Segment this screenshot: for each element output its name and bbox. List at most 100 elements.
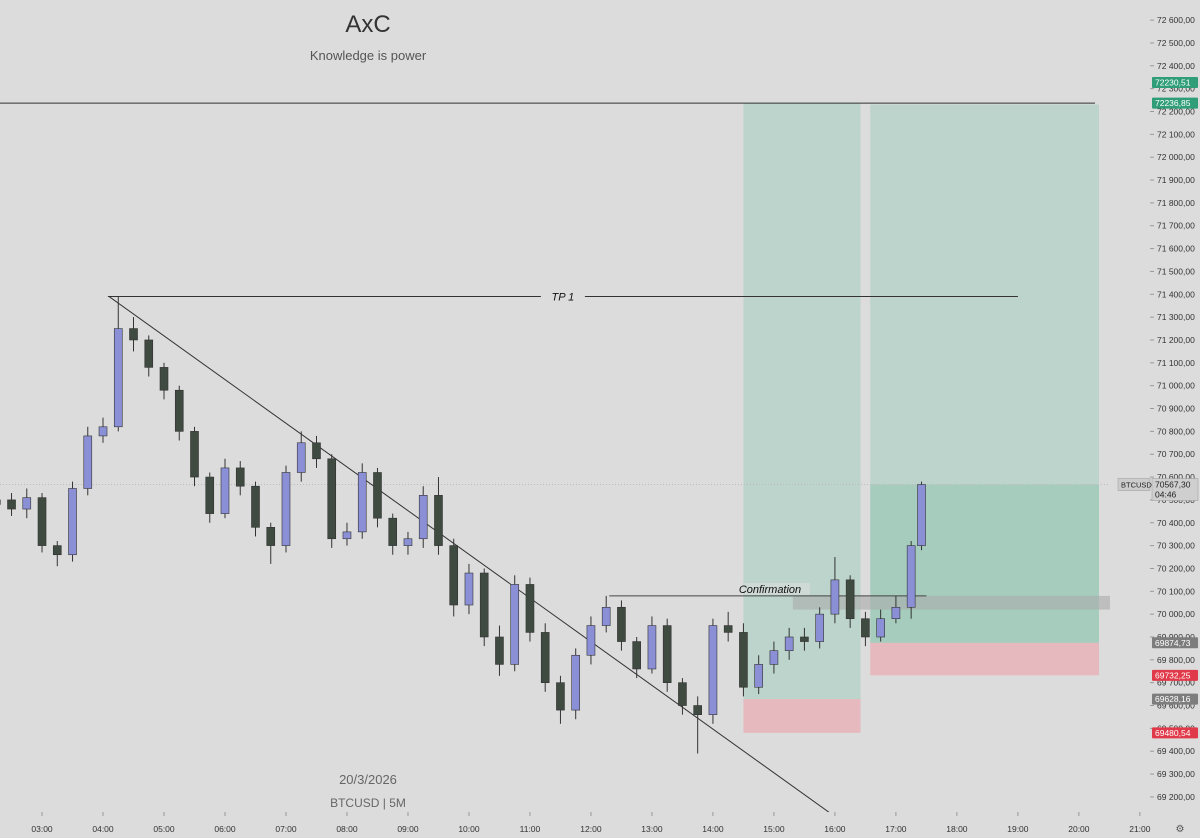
candle-body bbox=[617, 606, 626, 642]
price-tag-label: 69480,54 bbox=[1155, 728, 1191, 738]
x-tick-label: 04:00 bbox=[92, 824, 114, 834]
x-tick-label: 14:00 bbox=[702, 824, 724, 834]
y-tick-label: 71 500,00 bbox=[1157, 266, 1195, 276]
x-tick-label: 06:00 bbox=[214, 824, 236, 834]
candle-body bbox=[449, 545, 459, 606]
candle-body bbox=[205, 476, 215, 514]
target-zone bbox=[743, 103, 861, 700]
watermark: 20/3/2026 bbox=[339, 772, 397, 787]
candle-body bbox=[190, 431, 199, 478]
candle-body bbox=[418, 495, 428, 540]
y-tick-label: 71 800,00 bbox=[1157, 198, 1195, 208]
candle-body bbox=[357, 472, 367, 533]
candle-body bbox=[495, 636, 504, 665]
candle-body bbox=[815, 613, 824, 642]
y-tick-label: 71 000,00 bbox=[1157, 381, 1195, 391]
zone-band bbox=[792, 595, 1110, 610]
chart-title: AxC bbox=[345, 11, 390, 38]
label-bg bbox=[730, 582, 810, 595]
y-tick-label: 69 800,00 bbox=[1157, 655, 1195, 665]
candle-body bbox=[434, 495, 443, 546]
y-tick-label: 72 400,00 bbox=[1157, 61, 1195, 71]
y-tick-label: 71 700,00 bbox=[1157, 221, 1195, 231]
plot-area: TP 1 Confirmation bbox=[0, 102, 1110, 812]
x-tick-label: 19:00 bbox=[1007, 824, 1029, 834]
candle-body bbox=[723, 625, 733, 633]
candle-body bbox=[917, 484, 926, 546]
candle-body bbox=[52, 545, 62, 556]
candle-body bbox=[251, 485, 260, 528]
y-tick-label: 70 600,00 bbox=[1157, 472, 1195, 482]
candle-body bbox=[281, 472, 291, 546]
countdown-label: 04:46 bbox=[1155, 490, 1177, 500]
candle-body bbox=[678, 682, 687, 706]
y-tick-label: 70 400,00 bbox=[1157, 518, 1195, 528]
candle-body bbox=[83, 435, 93, 489]
price-tag bbox=[1152, 669, 1198, 681]
candle-body bbox=[632, 641, 641, 670]
candle-body bbox=[708, 625, 718, 715]
y-tick-label: 70 800,00 bbox=[1157, 426, 1195, 436]
y-tick-label: 72 300,00 bbox=[1157, 84, 1195, 94]
price-tag bbox=[1152, 727, 1198, 739]
y-tick-label: 70 700,00 bbox=[1157, 449, 1195, 459]
price-tag-label: 72230,51 bbox=[1155, 78, 1191, 88]
candle-body bbox=[571, 654, 581, 711]
tp-label: TP 1 bbox=[551, 292, 574, 304]
candle-body bbox=[464, 572, 474, 606]
candle-body bbox=[693, 705, 702, 715]
candle-body bbox=[403, 538, 413, 546]
price-tag bbox=[1152, 693, 1198, 705]
candle-body bbox=[327, 458, 337, 540]
price-tag-label: 69732,25 bbox=[1155, 670, 1191, 680]
candle-body bbox=[876, 618, 885, 638]
symbol-label: BTCUSD bbox=[1121, 481, 1152, 490]
candle-body bbox=[556, 682, 565, 711]
candle-body bbox=[144, 339, 154, 368]
x-tick-label: 18:00 bbox=[946, 824, 968, 834]
candle-body bbox=[388, 517, 398, 546]
price-tag bbox=[1152, 97, 1198, 109]
candle-body bbox=[235, 467, 245, 487]
price-tag-label: 69628,16 bbox=[1155, 694, 1191, 704]
candle-body bbox=[601, 606, 611, 626]
y-tick-label: 70 100,00 bbox=[1157, 586, 1195, 596]
current-price-tag bbox=[1151, 478, 1199, 501]
trend-line bbox=[108, 296, 830, 812]
x-tick-label: 09:00 bbox=[397, 824, 419, 834]
candle-body bbox=[129, 328, 138, 341]
candle-body bbox=[510, 584, 520, 665]
candle-body bbox=[113, 328, 123, 428]
y-tick-label: 71 100,00 bbox=[1157, 358, 1195, 368]
candle-body bbox=[845, 579, 855, 620]
current-price-label: 70567,30 bbox=[1155, 480, 1191, 490]
y-tick-label: 72 200,00 bbox=[1157, 106, 1195, 116]
y-tick-label: 71 400,00 bbox=[1157, 289, 1195, 299]
candle-body bbox=[525, 584, 535, 633]
y-tick-label: 69 300,00 bbox=[1157, 769, 1195, 779]
x-tick-label: 15:00 bbox=[763, 824, 785, 834]
x-tick-label: 05:00 bbox=[153, 824, 175, 834]
symbol-tag bbox=[1117, 478, 1151, 491]
x-tick-label: 11:00 bbox=[520, 824, 541, 834]
candle-body bbox=[800, 636, 809, 642]
y-tick-label: 69 200,00 bbox=[1157, 792, 1195, 802]
candle-body bbox=[7, 499, 16, 510]
subtitle: Knowledge is power bbox=[310, 48, 427, 63]
settings-icon[interactable]: ⚙ bbox=[1176, 824, 1185, 835]
candle-body bbox=[22, 497, 32, 510]
watermark: BTCUSD | 5M bbox=[330, 796, 406, 810]
candle-body bbox=[266, 527, 276, 546]
y-tick-label: 69 700,00 bbox=[1157, 678, 1195, 688]
y-tick-label: 70 900,00 bbox=[1157, 404, 1195, 414]
x-tick-label: 13:00 bbox=[641, 824, 663, 834]
candle-body bbox=[647, 625, 657, 670]
candle-body bbox=[220, 467, 230, 514]
candle-body bbox=[861, 618, 870, 638]
candle-body bbox=[784, 636, 794, 651]
x-tick-label: 07:00 bbox=[275, 824, 297, 834]
y-tick-label: 72 000,00 bbox=[1157, 152, 1195, 162]
